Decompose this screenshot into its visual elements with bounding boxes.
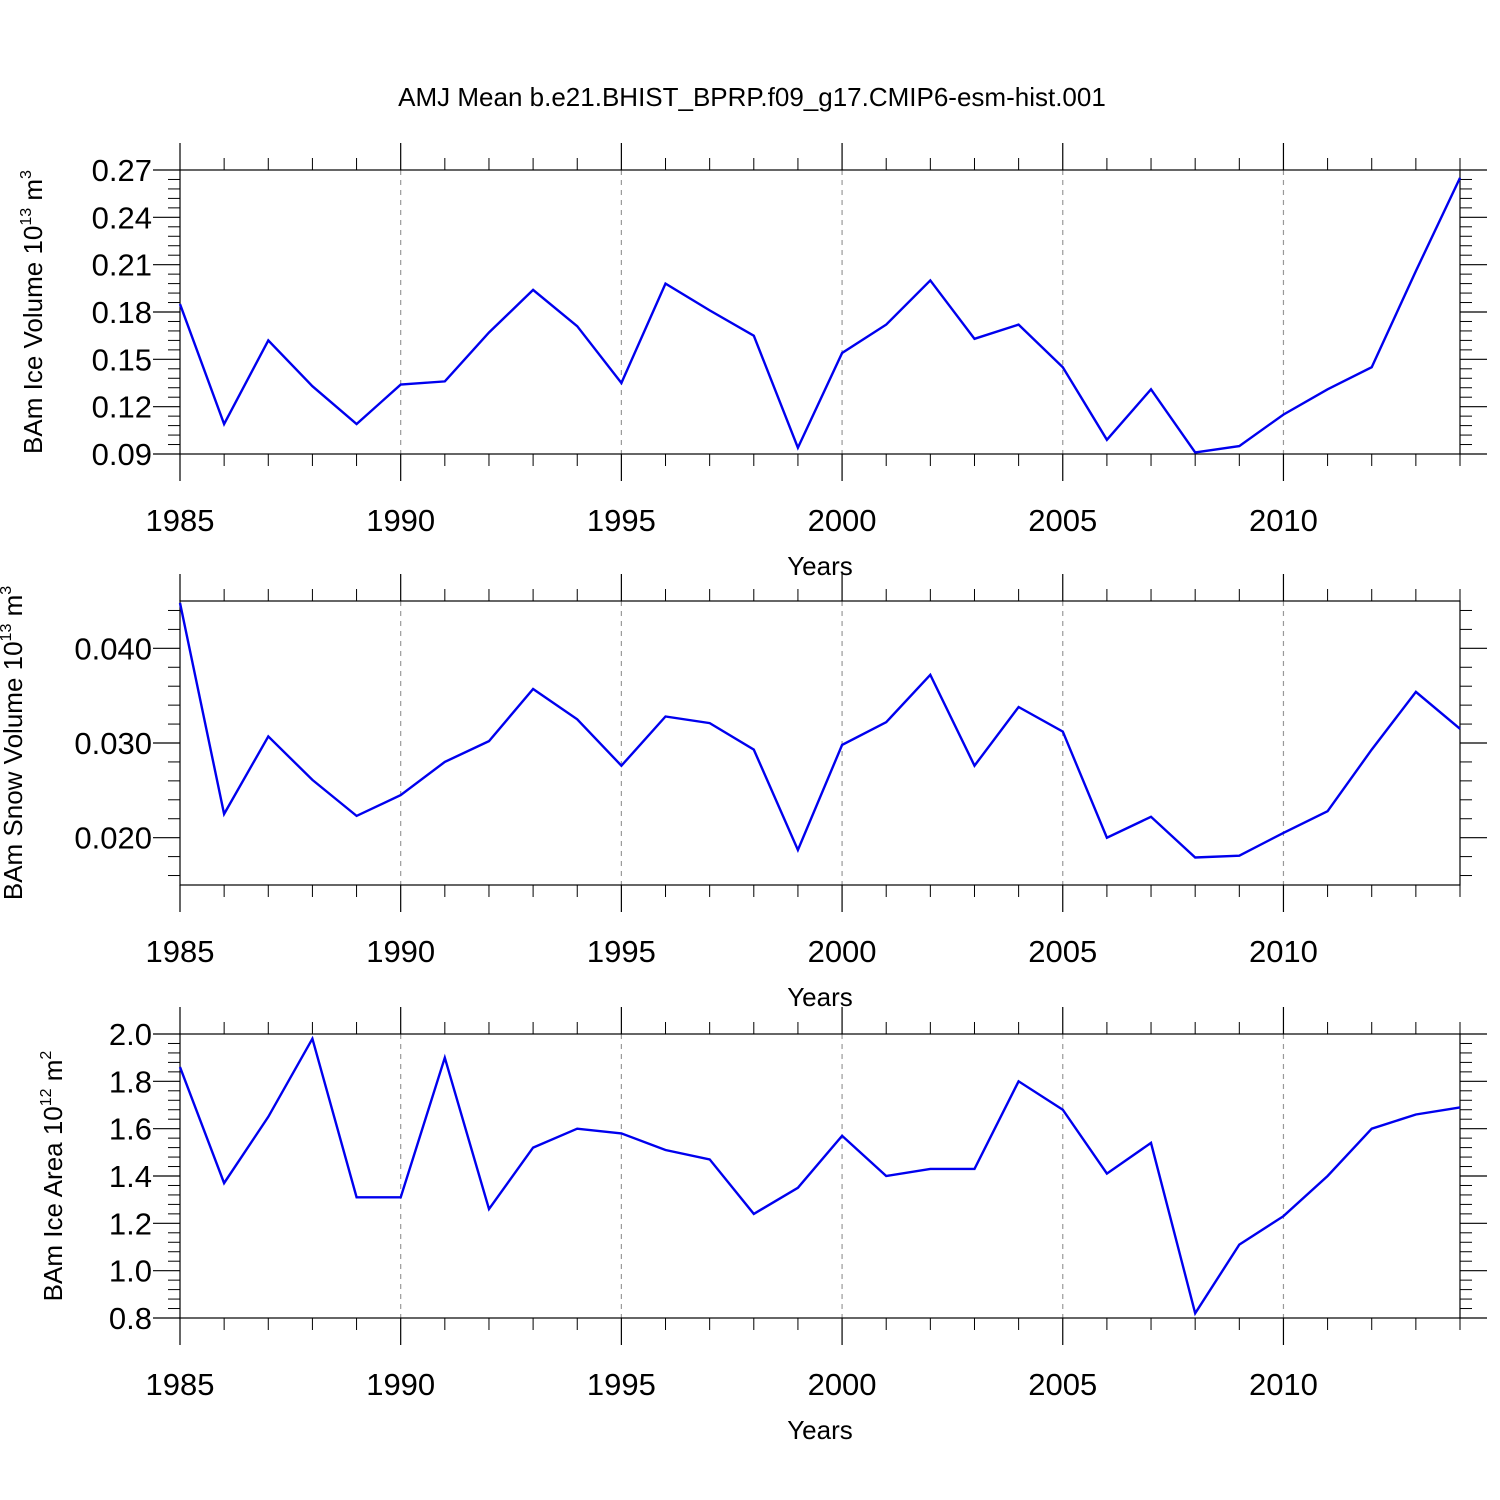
x-tick-label: 2005	[1028, 503, 1097, 538]
series-line-1	[178, 177, 1462, 454]
series-line-1	[178, 1035, 1461, 1317]
y-axis-label-exponent: 13	[0, 624, 15, 642]
x-tick-label: 2005	[1028, 934, 1097, 969]
x-axis-label: Years	[787, 982, 853, 1012]
x-tick-label: 2010	[1249, 934, 1318, 969]
y-tick-label: 2.0	[109, 1017, 152, 1052]
y-tick-label: 1.0	[109, 1254, 152, 1289]
x-axis-label: Years	[787, 1415, 853, 1445]
y-tick-label: 0.020	[74, 821, 152, 856]
x-tick-label: 2000	[808, 934, 877, 969]
panels: 1985 1990 1995 2000 2005 2010 0.09 0.12 0.15 0.18…	[0, 143, 1487, 1445]
y-axis-label: BAm Ice Volume 1013 m3	[18, 170, 48, 454]
x-tick-label: 1995	[587, 503, 656, 538]
y-tick-label: 0.040	[74, 631, 152, 666]
x-tick-label: 2010	[1249, 1367, 1318, 1402]
x-axis-label: Years	[787, 551, 853, 581]
y-axis-label-exponent: 12	[38, 1088, 55, 1106]
y-tick-label: 0.27	[92, 153, 152, 188]
y-tick-label: 0.8	[109, 1301, 152, 1336]
y-tick-label: 0.12	[92, 390, 152, 425]
y-tick-label: 0.18	[92, 295, 152, 330]
panel-2: 1985 1990 1995 2000 2005 2010 0.020 0.030 0.040 Y…	[0, 574, 1487, 1012]
x-tick-label: 1990	[366, 1367, 435, 1402]
y-tick-label: 0.09	[92, 437, 152, 472]
series-line-1	[178, 602, 1461, 859]
y-axis-label-unit: m	[38, 1060, 68, 1089]
y-tick-label: 0.24	[92, 200, 152, 235]
y-axis-label-unit: m	[18, 179, 48, 208]
x-tick-label: 1990	[366, 934, 435, 969]
y-tick-label: 0.21	[92, 248, 152, 283]
y-tick-label: 1.4	[109, 1159, 152, 1194]
panel-1: 1985 1990 1995 2000 2005 2010 0.09 0.12 0.15 0.18…	[18, 143, 1487, 581]
x-tick-label: 2000	[808, 503, 877, 538]
y-tick-label: 1.2	[109, 1206, 152, 1241]
y-axis-label-unit-exponent: 3	[0, 586, 15, 595]
y-axis-label-text: BAm Ice Area 10	[38, 1106, 68, 1301]
y-axis-label-text: BAm Ice Volume 10	[18, 226, 48, 454]
y-axis-label-exponent: 13	[18, 208, 35, 226]
y-axis-label: BAm Ice Area 1012 m2	[38, 1051, 68, 1302]
x-tick-label: 1990	[366, 503, 435, 538]
x-tick-label: 1985	[146, 1367, 215, 1402]
x-tick-label: 1995	[587, 1367, 656, 1402]
x-tick-label: 1995	[587, 934, 656, 969]
y-axis-label-unit-exponent: 2	[38, 1051, 55, 1060]
y-axis-label-unit-exponent: 3	[18, 170, 35, 179]
x-tick-label: 1985	[146, 503, 215, 538]
x-tick-label: 2005	[1028, 1367, 1097, 1402]
y-axis-label: BAm Snow Volume 1013 m3	[0, 586, 28, 900]
y-axis-label-unit: m	[0, 595, 28, 624]
chart-title: AMJ Mean b.e21.BHIST_BPRP.f09_g17.CMIP6-…	[398, 82, 1106, 112]
y-tick-label: 0.15	[92, 342, 152, 377]
y-tick-label: 1.6	[109, 1112, 152, 1147]
x-tick-label: 2000	[808, 1367, 877, 1402]
y-tick-label: 1.8	[109, 1064, 152, 1099]
x-tick-label: 1985	[146, 934, 215, 969]
y-axis-label-text: BAm Snow Volume 10	[0, 641, 28, 900]
panel-3: 1985 1990 1995 2000 2005 2010 0.8 1.0 1.2 1.4 1.6 1…	[38, 1007, 1487, 1445]
y-tick-label: 0.030	[74, 726, 152, 761]
x-tick-label: 2010	[1249, 503, 1318, 538]
